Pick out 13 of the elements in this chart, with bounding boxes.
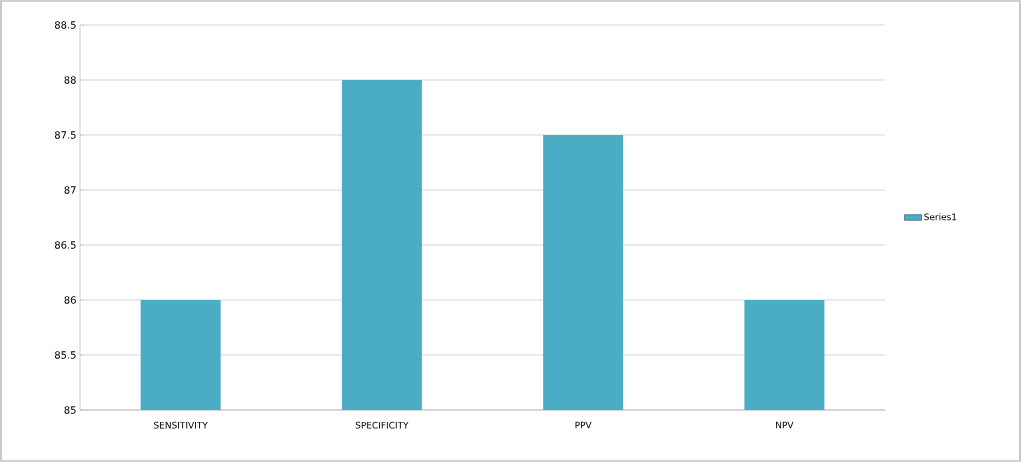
y-tick-label: 88.5: [54, 21, 76, 29]
y-tick-label: 85.5: [54, 351, 76, 359]
x-tick-label: SPECIFICITY: [355, 421, 409, 429]
legend-label: Series1: [924, 213, 957, 221]
y-tick-label: 86.5: [54, 241, 76, 249]
y-tick-label: 87: [64, 186, 76, 194]
y-tick-label: 88: [64, 76, 76, 84]
x-tick-label: SENSITIVITY: [154, 421, 208, 429]
y-tick-label: 85: [64, 406, 76, 414]
x-tick-label: PPV: [575, 421, 592, 429]
x-tick-label: NPV: [776, 421, 794, 429]
y-tick-label: 87.5: [54, 131, 76, 139]
y-tick-label: 86: [64, 296, 76, 304]
